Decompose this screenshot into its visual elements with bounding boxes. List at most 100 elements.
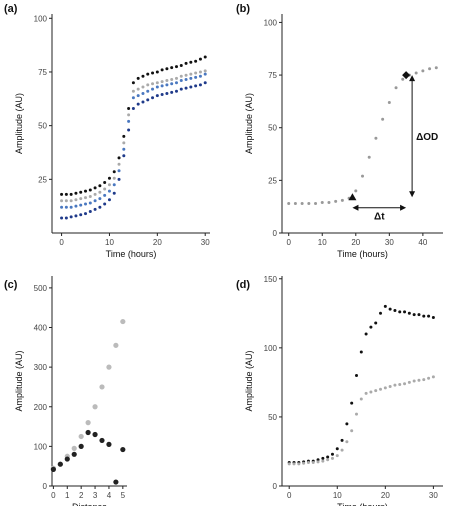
data-point <box>340 198 344 202</box>
data-point <box>414 71 418 75</box>
data-point <box>141 91 145 95</box>
data-point <box>203 69 207 73</box>
data-point <box>122 147 126 151</box>
data-point <box>92 404 98 410</box>
data-point <box>374 389 378 393</box>
x-tick-label: 10 <box>318 238 327 247</box>
data-point <box>141 85 145 89</box>
data-point <box>403 310 407 314</box>
data-point <box>335 454 339 458</box>
data-point <box>174 65 178 69</box>
data-point <box>141 74 145 78</box>
data-point <box>127 128 131 132</box>
x-tick-label: 20 <box>153 238 162 247</box>
data-point <box>98 197 102 201</box>
data-point <box>112 176 116 180</box>
data-point <box>117 177 121 181</box>
data-point <box>407 311 411 315</box>
data-point <box>194 59 198 63</box>
data-point <box>422 314 426 318</box>
data-point <box>412 313 416 317</box>
data-point <box>113 479 119 485</box>
x-axis-label: Time (hours) <box>106 249 157 259</box>
y-axis-label: Amplitude (AU) <box>14 93 24 154</box>
y-axis-label: Amplitude (AU) <box>244 350 254 411</box>
data-point <box>122 141 126 145</box>
data-point <box>146 98 150 102</box>
data-point <box>427 314 431 318</box>
x-axis-label: Distance <box>72 502 107 506</box>
data-point <box>112 191 116 195</box>
data-point <box>165 91 169 95</box>
data-point <box>74 191 78 195</box>
data-point <box>194 75 198 79</box>
data-point <box>64 456 70 462</box>
data-point <box>160 84 164 88</box>
data-point <box>107 189 111 193</box>
data-point <box>79 190 83 194</box>
delta-t-label: Δt <box>374 212 385 223</box>
data-point <box>64 216 68 220</box>
data-point <box>345 440 349 444</box>
data-point <box>335 447 339 451</box>
data-point <box>103 193 107 197</box>
data-point <box>179 74 183 78</box>
data-point <box>374 136 378 140</box>
y-tick-label: 75 <box>38 68 47 77</box>
data-point <box>354 412 358 416</box>
data-point <box>155 70 159 74</box>
x-axis-label: Time (hours) <box>337 249 388 259</box>
diamond-marker <box>402 71 411 80</box>
data-point <box>189 85 193 89</box>
data-point <box>69 215 73 219</box>
data-point <box>155 94 159 98</box>
y-tick-label: 100 <box>34 14 48 23</box>
data-point <box>85 429 91 436</box>
data-point <box>179 79 183 83</box>
data-point <box>74 214 78 218</box>
data-point <box>117 156 121 160</box>
data-point <box>93 207 97 211</box>
data-point <box>64 199 68 203</box>
data-point <box>103 187 107 191</box>
data-point <box>302 461 306 465</box>
x-tick-label: 30 <box>201 238 210 247</box>
data-point <box>198 70 202 74</box>
data-point <box>387 100 391 104</box>
data-point <box>393 309 397 313</box>
panel-3: (c)0100200300400500012345DistanceAmplitu… <box>4 276 127 506</box>
data-point <box>198 57 202 61</box>
data-point <box>79 203 83 207</box>
x-axis-label: Time (hours) <box>337 502 388 506</box>
panel-label: (c) <box>4 279 18 291</box>
data-point <box>120 318 126 325</box>
data-point <box>64 205 68 209</box>
delta-t-arrowhead-right <box>400 204 407 211</box>
x-tick-label: 10 <box>105 238 114 247</box>
y-tick-label: 25 <box>268 176 277 185</box>
data-point <box>151 96 155 100</box>
data-point <box>359 350 363 354</box>
data-point <box>431 315 435 319</box>
data-point <box>316 458 320 462</box>
data-point <box>60 199 64 203</box>
data-point <box>60 216 64 220</box>
data-point <box>146 83 150 87</box>
data-point <box>194 71 198 75</box>
data-point <box>57 461 63 467</box>
data-point <box>155 81 159 85</box>
data-point <box>428 67 432 71</box>
x-tick-label: 40 <box>418 238 427 247</box>
x-tick-label: 5 <box>121 491 126 500</box>
data-point <box>367 155 371 159</box>
data-point <box>354 373 358 377</box>
data-point <box>84 196 88 200</box>
data-point <box>374 321 378 325</box>
data-point <box>141 100 145 104</box>
data-point <box>131 106 135 110</box>
data-point <box>122 154 126 158</box>
data-point <box>174 76 178 80</box>
data-point <box>136 94 140 98</box>
data-point <box>361 174 364 178</box>
y-tick-label: 0 <box>273 482 278 491</box>
